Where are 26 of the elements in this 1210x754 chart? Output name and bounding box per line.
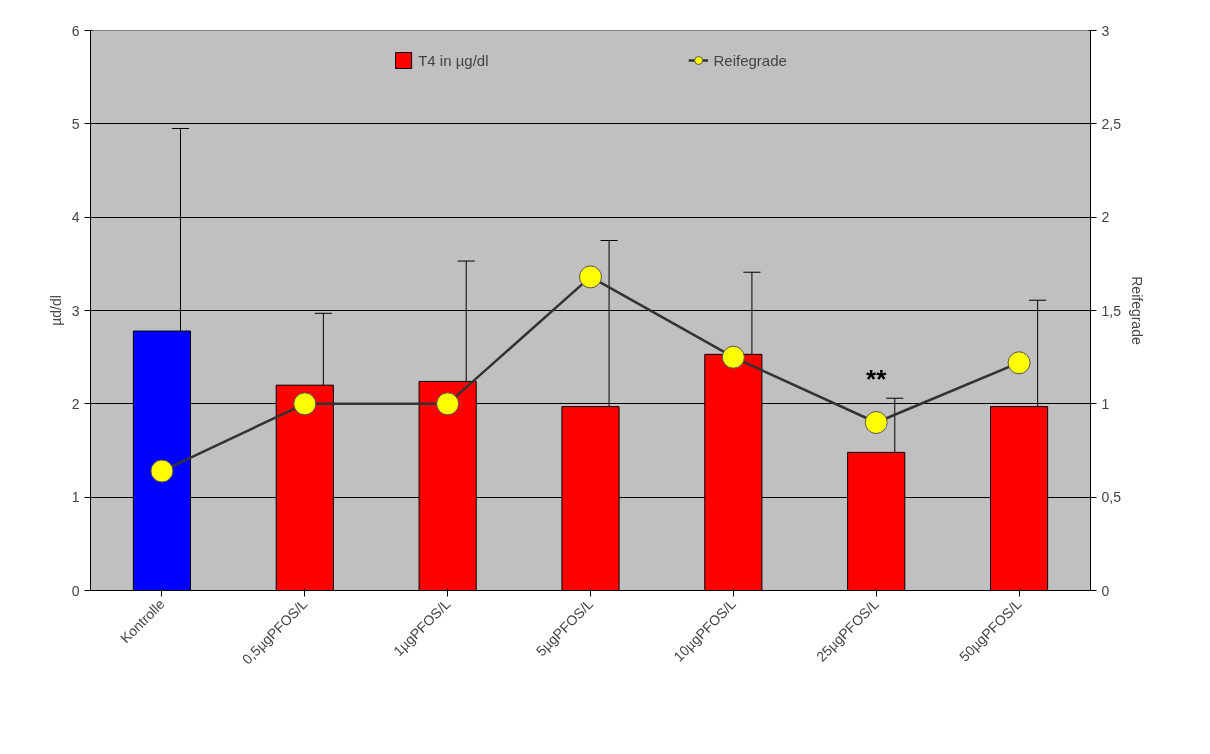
annotation: **	[866, 364, 888, 395]
y2-tick-label: 0	[1101, 582, 1110, 599]
y-tick-label: 1	[71, 489, 80, 506]
y-tick-label: 0	[71, 582, 80, 599]
point	[436, 392, 460, 416]
point	[864, 411, 888, 434]
legend-label: Reifegrade	[713, 51, 787, 69]
y-tick-label: 5	[71, 115, 80, 132]
y-tick-label: 4	[71, 209, 80, 226]
y-axis-title: µd/dl	[47, 295, 64, 326]
y2-tick-label: 1	[1101, 395, 1110, 412]
legend-label: T4 in µg/dl	[418, 51, 489, 69]
y-tick-label: 3	[71, 302, 80, 319]
y2-tick-label: 0,5	[1101, 489, 1122, 506]
point	[150, 459, 174, 483]
point	[721, 345, 745, 369]
y2-tick-label: 1,5	[1101, 302, 1122, 319]
y2-tick-label: 2	[1101, 209, 1110, 226]
point	[579, 265, 602, 289]
y2-axis-title: Reifegrade	[1128, 276, 1145, 345]
point	[293, 392, 317, 416]
point	[1007, 351, 1031, 375]
y2-tick-label: 2,5	[1101, 115, 1122, 132]
y-tick-label: 6	[71, 22, 80, 39]
y2-tick-label: 3	[1101, 22, 1110, 39]
y-tick-label: 2	[71, 395, 80, 412]
